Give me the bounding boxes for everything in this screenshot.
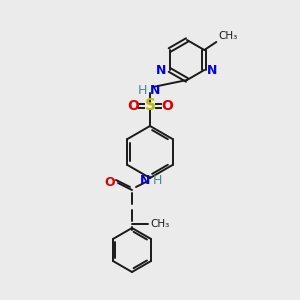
Text: CH₃: CH₃ <box>150 219 169 229</box>
Text: O: O <box>104 176 115 188</box>
Text: N: N <box>140 173 150 187</box>
Text: H: H <box>138 83 147 97</box>
Text: O: O <box>161 99 173 113</box>
Text: H: H <box>153 173 162 187</box>
Text: N: N <box>156 64 167 76</box>
Text: CH₃: CH₃ <box>218 31 238 41</box>
Text: N: N <box>207 64 218 76</box>
Text: S: S <box>145 98 155 113</box>
Text: O: O <box>127 99 139 113</box>
Text: N: N <box>150 83 160 97</box>
